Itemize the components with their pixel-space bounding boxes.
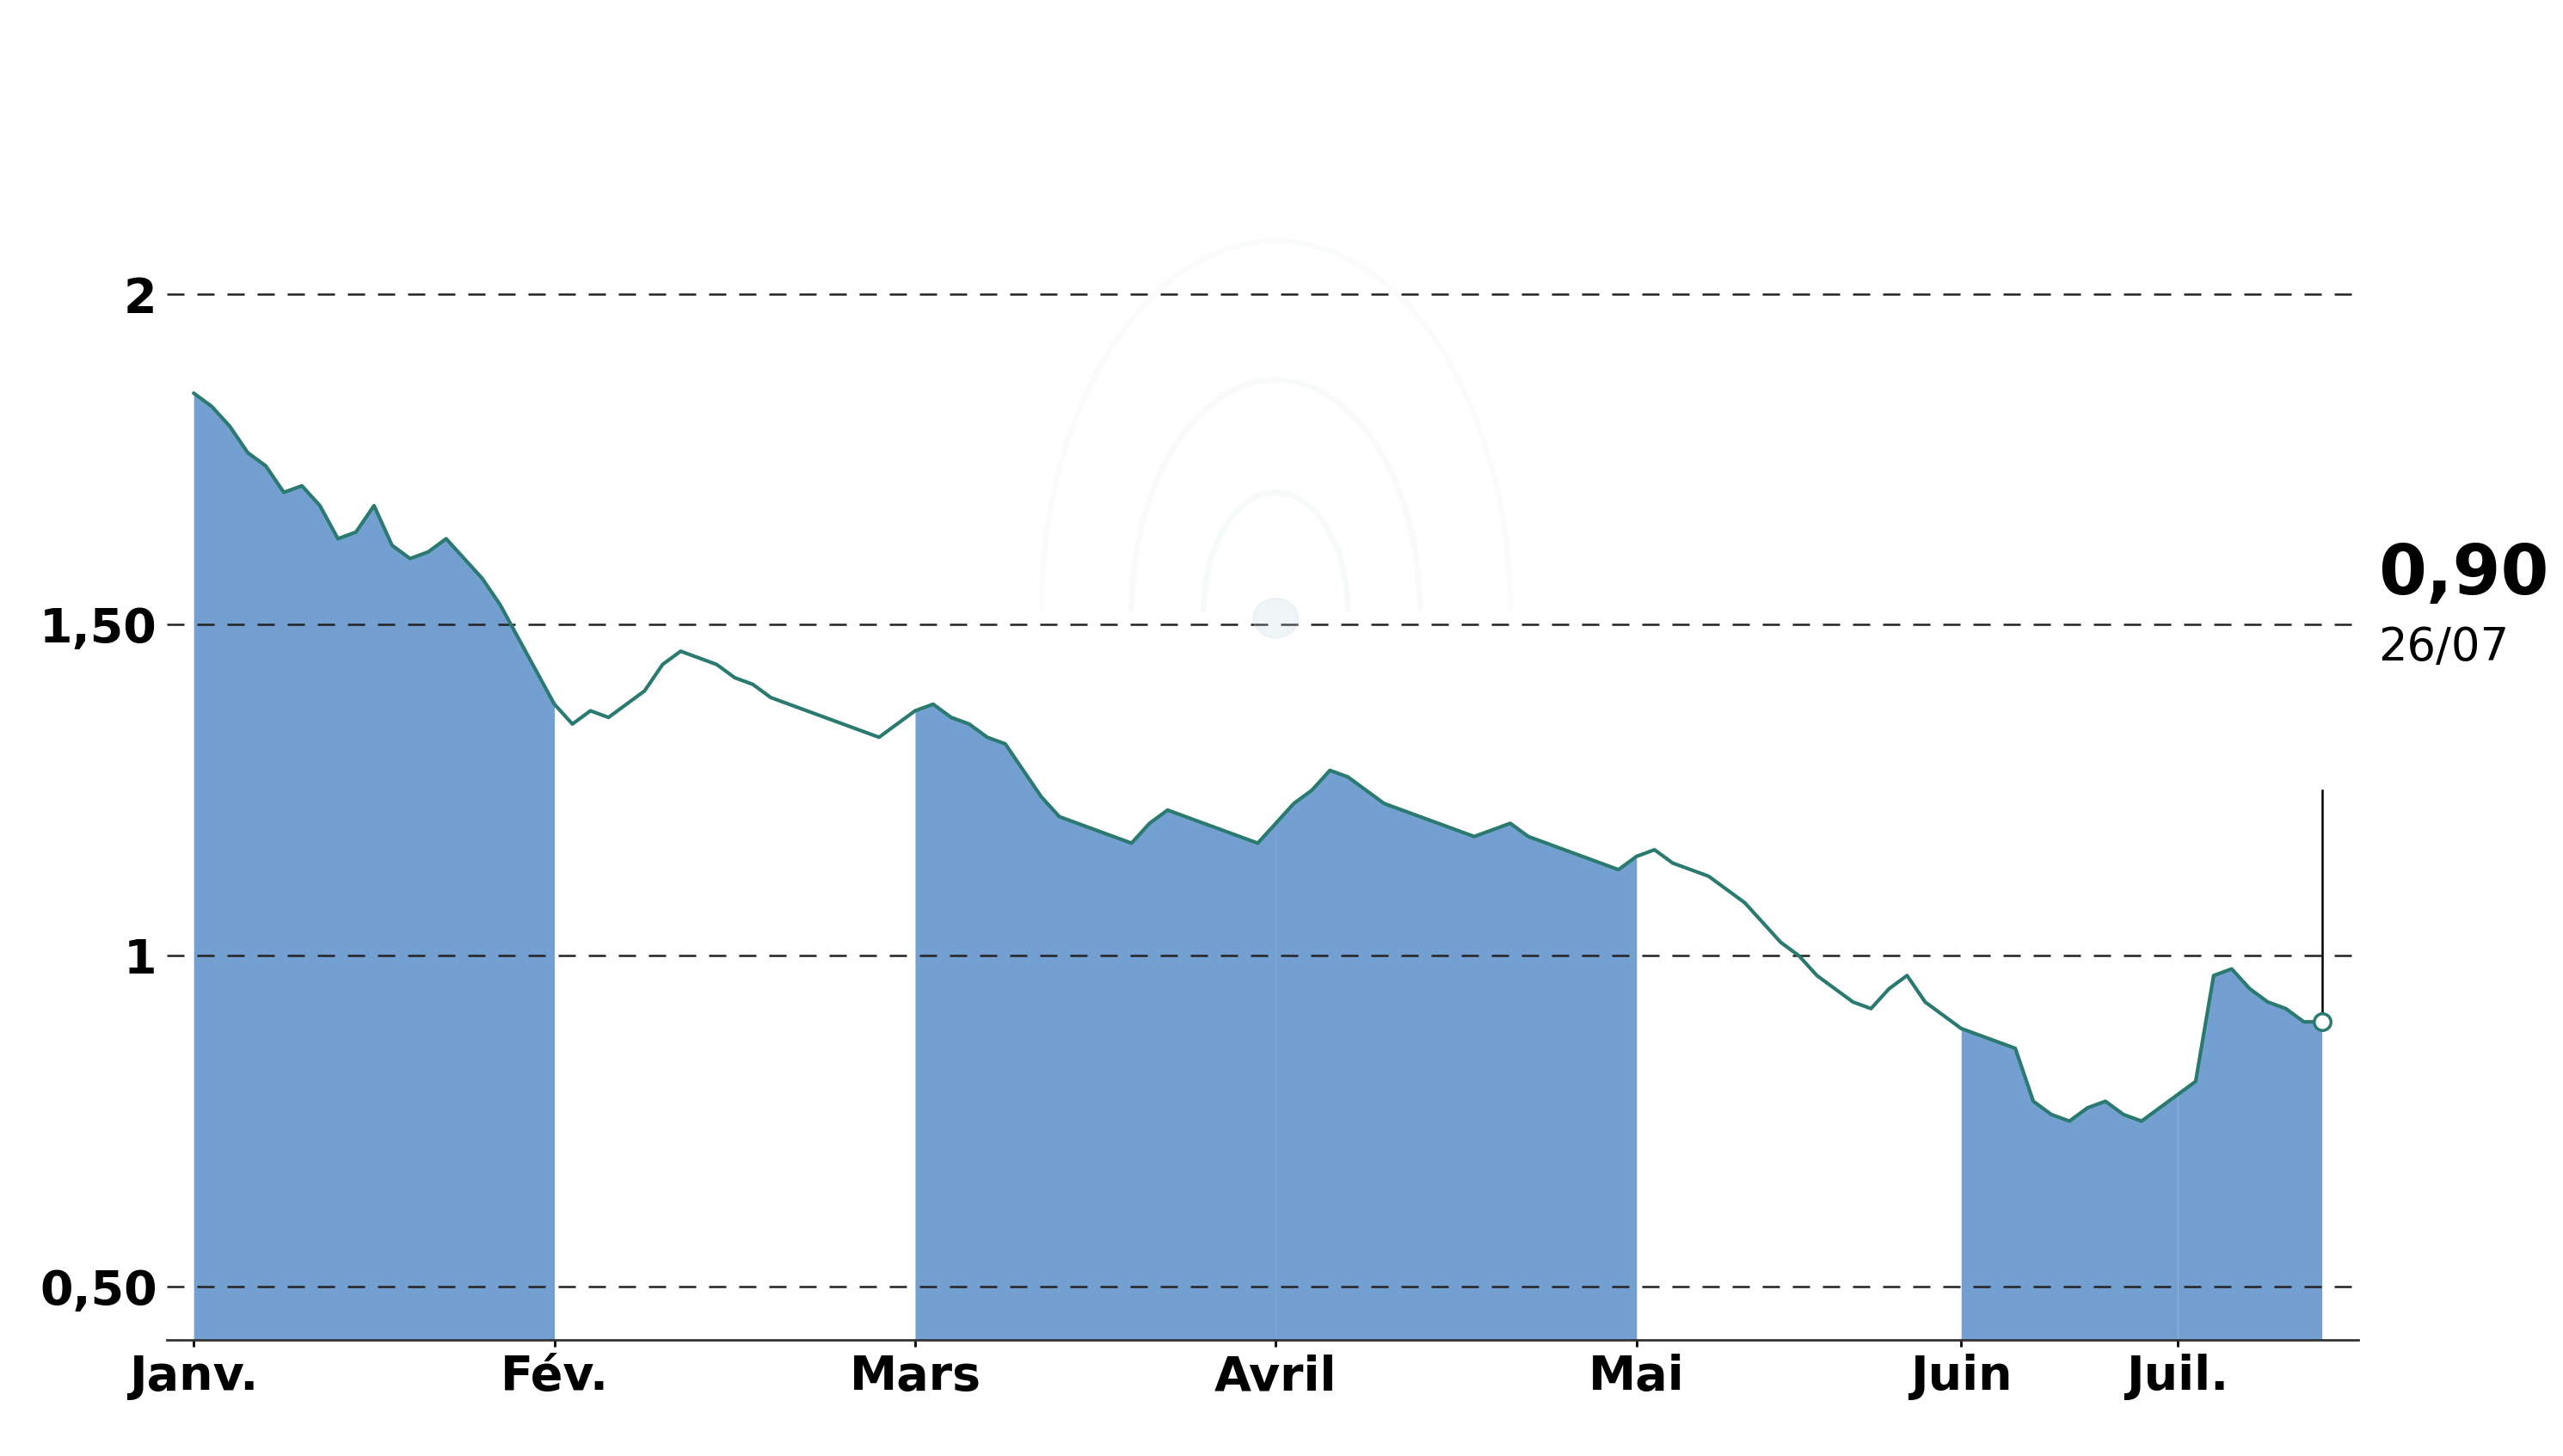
Text: DBV TECHNOLOGIES: DBV TECHNOLOGIES (638, 22, 1925, 131)
Text: 26/07: 26/07 (2378, 626, 2509, 670)
Text: 0,90: 0,90 (2378, 542, 2550, 609)
Ellipse shape (1253, 598, 1299, 638)
